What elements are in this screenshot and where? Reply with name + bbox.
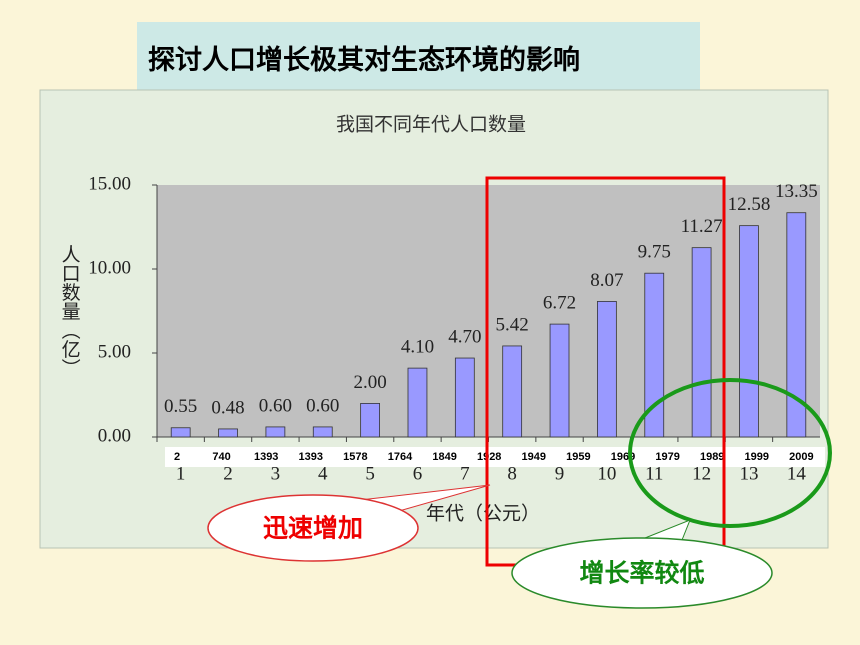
- value-label: 6.72: [543, 292, 576, 313]
- value-label: 0.55: [164, 396, 197, 417]
- y-tick-label: 10.00: [88, 257, 131, 278]
- x-tick-label: 5: [365, 463, 375, 484]
- year-label: 740: [212, 451, 230, 463]
- bar: [360, 402, 380, 438]
- bar: [644, 272, 665, 438]
- title-box: [137, 22, 700, 102]
- year-label: 1928: [477, 451, 501, 463]
- years: 2 740 1393 1393 1578 1764 1849 1928 1949 1959 1969…: [174, 451, 814, 463]
- bar: [739, 225, 759, 438]
- x-tick-label: 6: [413, 463, 423, 484]
- y-tick-label: 0.00: [98, 425, 131, 446]
- bar: [691, 247, 712, 438]
- year-strip: [165, 447, 825, 467]
- x-tick-label: 12: [692, 463, 711, 484]
- x-axis-label: 年代（公元）: [426, 502, 540, 524]
- callout: [207, 494, 419, 562]
- year-label: 1393: [254, 451, 278, 463]
- value-label: 4.10: [401, 336, 434, 357]
- value-label: 5.42: [496, 314, 529, 335]
- bar: [407, 367, 428, 438]
- year-label: 1764: [388, 451, 413, 463]
- value-label: 9.75: [638, 242, 671, 263]
- value-label: 13.35: [775, 181, 818, 202]
- x-tick-label: 8: [507, 463, 517, 484]
- x-tick-label: 10: [597, 463, 616, 484]
- bar: [218, 428, 238, 438]
- x-tick-label: 3: [271, 463, 281, 484]
- slide-title: 探讨人口增长极其对生态环境的影响: [148, 44, 580, 75]
- year-label: 1393: [299, 451, 323, 463]
- annotation: 迅速增加: [263, 514, 363, 543]
- callout: [511, 537, 773, 609]
- year-label: 1578: [343, 451, 367, 463]
- y-axis-label: 人口数量（亿）: [59, 244, 81, 377]
- x-tick-label: 4: [318, 463, 328, 484]
- value-label: 0.60: [306, 395, 339, 416]
- annotation: 增长率较低: [579, 559, 704, 588]
- x-tick-label: 7: [460, 463, 470, 484]
- year-label: 1959: [566, 451, 590, 463]
- bar: [312, 426, 333, 438]
- y-tick-label: 5.00: [98, 341, 131, 362]
- year-label: 1989: [700, 451, 724, 463]
- y-tick-label: 15.00: [88, 173, 131, 194]
- value-label: 12.58: [728, 194, 771, 215]
- value-label: 0.60: [259, 395, 292, 416]
- year-label: 1849: [432, 451, 456, 463]
- bar: [597, 301, 617, 438]
- x-tick-label: 2: [223, 463, 233, 484]
- bar: [265, 426, 286, 438]
- x-tick-label: 9: [555, 463, 565, 484]
- x-tick-label: 13: [739, 463, 758, 484]
- bar: [549, 323, 570, 438]
- highlight-ellipse: [628, 378, 832, 528]
- year-label: 1999: [745, 451, 769, 463]
- year-label: 1949: [522, 451, 546, 463]
- value-label: 11.27: [681, 216, 723, 237]
- bar: [786, 212, 807, 438]
- year-label: 2009: [789, 451, 813, 463]
- chart-title: 我国不同年代人口数量: [336, 113, 526, 135]
- value-label: 8.07: [590, 270, 623, 291]
- x-tick-label: 11: [645, 463, 663, 484]
- year-label: 2: [174, 451, 180, 463]
- bar: [454, 357, 475, 438]
- bar: [170, 427, 191, 438]
- value-label: 2.00: [353, 372, 386, 393]
- x-tick-label: 1: [176, 463, 186, 484]
- value-label: 4.70: [448, 326, 481, 347]
- x-tick-label: 14: [787, 463, 807, 484]
- bar: [502, 345, 523, 438]
- value-label: 0.48: [211, 397, 244, 418]
- year-label: 1979: [655, 451, 679, 463]
